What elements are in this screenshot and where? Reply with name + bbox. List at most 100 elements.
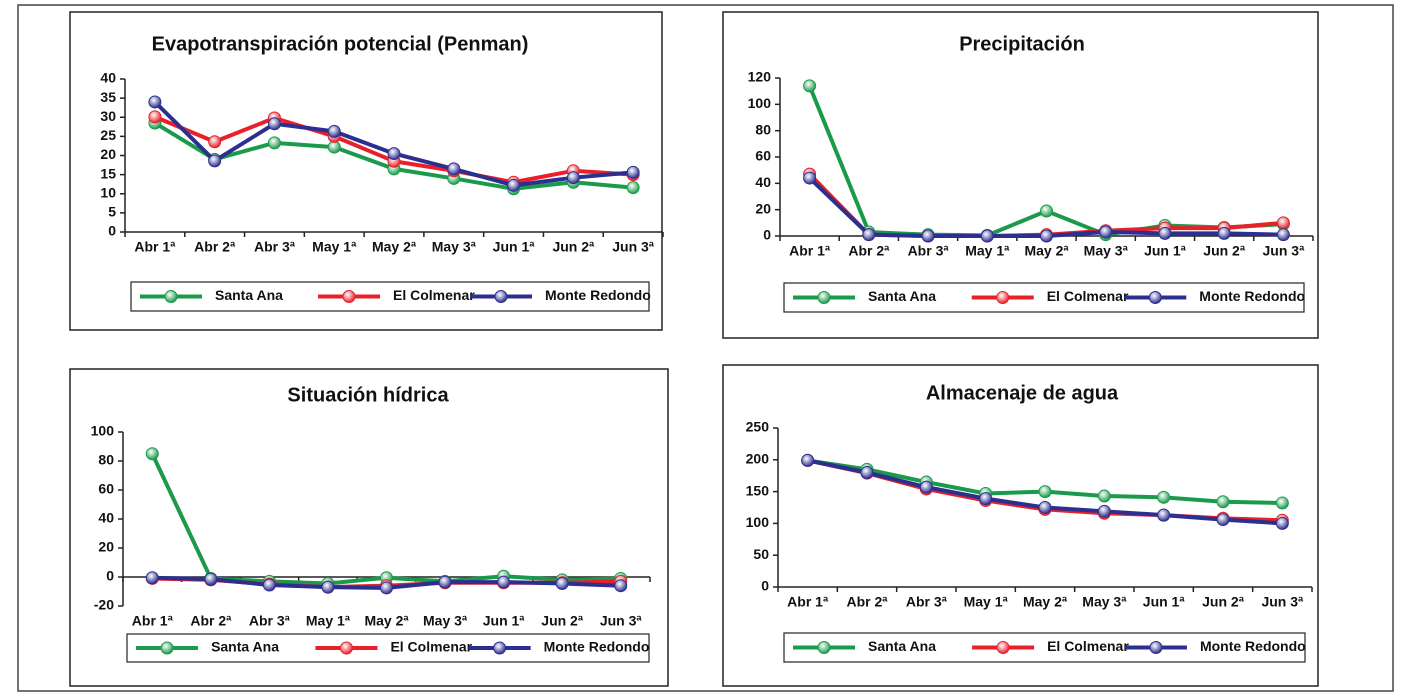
data-point [327, 140, 341, 154]
y-tick-label: 80 [755, 121, 771, 137]
data-point [1276, 228, 1290, 242]
data-point [1157, 490, 1171, 504]
x-tick-label: May 1ª [312, 239, 357, 255]
x-tick-label: Jun 1ª [493, 239, 536, 255]
data-point [148, 95, 162, 109]
data-point [1097, 489, 1111, 503]
y-tick-label: 30 [100, 108, 116, 124]
x-tick-label: Abr 3ª [249, 613, 291, 629]
x-tick-label: May 2ª [372, 239, 417, 255]
legend-marker [160, 641, 174, 655]
x-tick-label: Jun 1ª [1143, 594, 1186, 610]
y-tick-label: 150 [746, 482, 770, 498]
legend-marker [1148, 291, 1162, 304]
x-tick-label: Jun 1ª [1144, 243, 1187, 259]
data-point [1157, 508, 1171, 522]
y-tick-label: 40 [100, 70, 116, 86]
data-point [327, 124, 341, 138]
y-tick-label: 0 [761, 578, 769, 594]
data-point [208, 135, 222, 149]
legend-label: Monte Redondo [545, 287, 651, 303]
y-tick-label: 50 [753, 546, 769, 562]
data-point [321, 580, 335, 594]
data-point [860, 466, 874, 480]
legend-marker [996, 641, 1010, 654]
legend-label: Monte Redondo [1200, 638, 1306, 654]
data-point [1275, 496, 1289, 510]
data-point [262, 578, 276, 592]
data-point [1276, 216, 1290, 230]
x-tick-label: Abr 1ª [789, 243, 831, 259]
y-tick-label: 250 [746, 419, 770, 435]
data-point [1040, 229, 1053, 243]
data-point [803, 171, 817, 185]
data-point [626, 181, 640, 195]
data-point [145, 447, 159, 461]
x-tick-label: Abr 2ª [190, 613, 232, 629]
legend-marker [342, 290, 356, 303]
data-point [979, 492, 993, 506]
data-point [862, 228, 876, 242]
x-tick-label: May 1ª [964, 594, 1009, 610]
y-tick-label: 35 [100, 89, 116, 105]
legend-label: Santa Ana [211, 639, 279, 655]
x-tick-label: Jun 2ª [552, 239, 595, 255]
legend-label: El Colmenar [393, 287, 475, 303]
data-point [497, 575, 511, 589]
data-point [803, 79, 817, 93]
chart-title: Almacenaje de agua [926, 382, 1119, 404]
data-point [507, 178, 521, 192]
x-tick-label: Jun 3ª [1263, 243, 1306, 259]
data-point [145, 571, 159, 585]
legend-label: Monte Redondo [1199, 288, 1305, 304]
legend-box [130, 281, 650, 312]
x-tick-label: May 2ª [364, 613, 409, 629]
x-tick-label: May 3ª [1084, 243, 1129, 259]
data-point [267, 136, 281, 150]
x-tick-label: May 3ª [423, 613, 468, 629]
y-tick-label: 20 [755, 200, 771, 216]
chart-title: Evapotranspiración potencial (Penman) [152, 33, 529, 55]
data-point [801, 453, 815, 467]
x-tick-label: Jun 3ª [612, 239, 655, 255]
x-tick-label: May 2ª [1023, 594, 1068, 610]
y-tick-label: 100 [748, 95, 772, 111]
legend-label: Monte Redondo [544, 639, 650, 655]
data-point [614, 579, 628, 593]
data-point [208, 154, 222, 168]
x-tick-label: Abr 3ª [254, 239, 296, 255]
x-tick-label: Abr 2ª [847, 594, 889, 610]
legend-marker [1149, 641, 1163, 654]
x-tick-label: Jun 3ª [1261, 594, 1304, 610]
y-tick-label: 100 [746, 514, 770, 530]
x-tick-label: Abr 1ª [134, 239, 176, 255]
legend-box [783, 282, 1305, 313]
data-point [919, 480, 933, 494]
data-point [380, 581, 393, 595]
x-tick-label: Jun 1ª [483, 613, 526, 629]
y-tick-label: 100 [91, 423, 115, 439]
legend-label: El Colmenar [390, 639, 472, 655]
legend-marker [164, 290, 178, 303]
x-tick-label: Abr 2ª [194, 239, 236, 255]
x-tick-label: May 3ª [432, 239, 477, 255]
x-tick-label: May 2ª [1024, 243, 1069, 259]
legend-label: Santa Ana [215, 287, 283, 303]
legend-label: El Colmenar [1047, 638, 1129, 654]
data-point [1038, 485, 1052, 499]
data-point [148, 110, 162, 124]
x-tick-label: Jun 2ª [541, 613, 584, 629]
data-point [447, 162, 461, 176]
x-tick-label: May 1ª [965, 243, 1010, 259]
y-tick-label: 10 [100, 184, 116, 200]
data-point [1097, 504, 1111, 518]
y-tick-label: 80 [98, 452, 114, 468]
y-tick-label: 200 [746, 451, 770, 467]
y-tick-label: 25 [100, 127, 116, 143]
y-tick-label: 40 [98, 510, 114, 526]
y-tick-label: 60 [755, 148, 771, 164]
data-point [438, 575, 452, 589]
data-point [267, 117, 281, 131]
y-tick-label: 0 [763, 227, 771, 243]
